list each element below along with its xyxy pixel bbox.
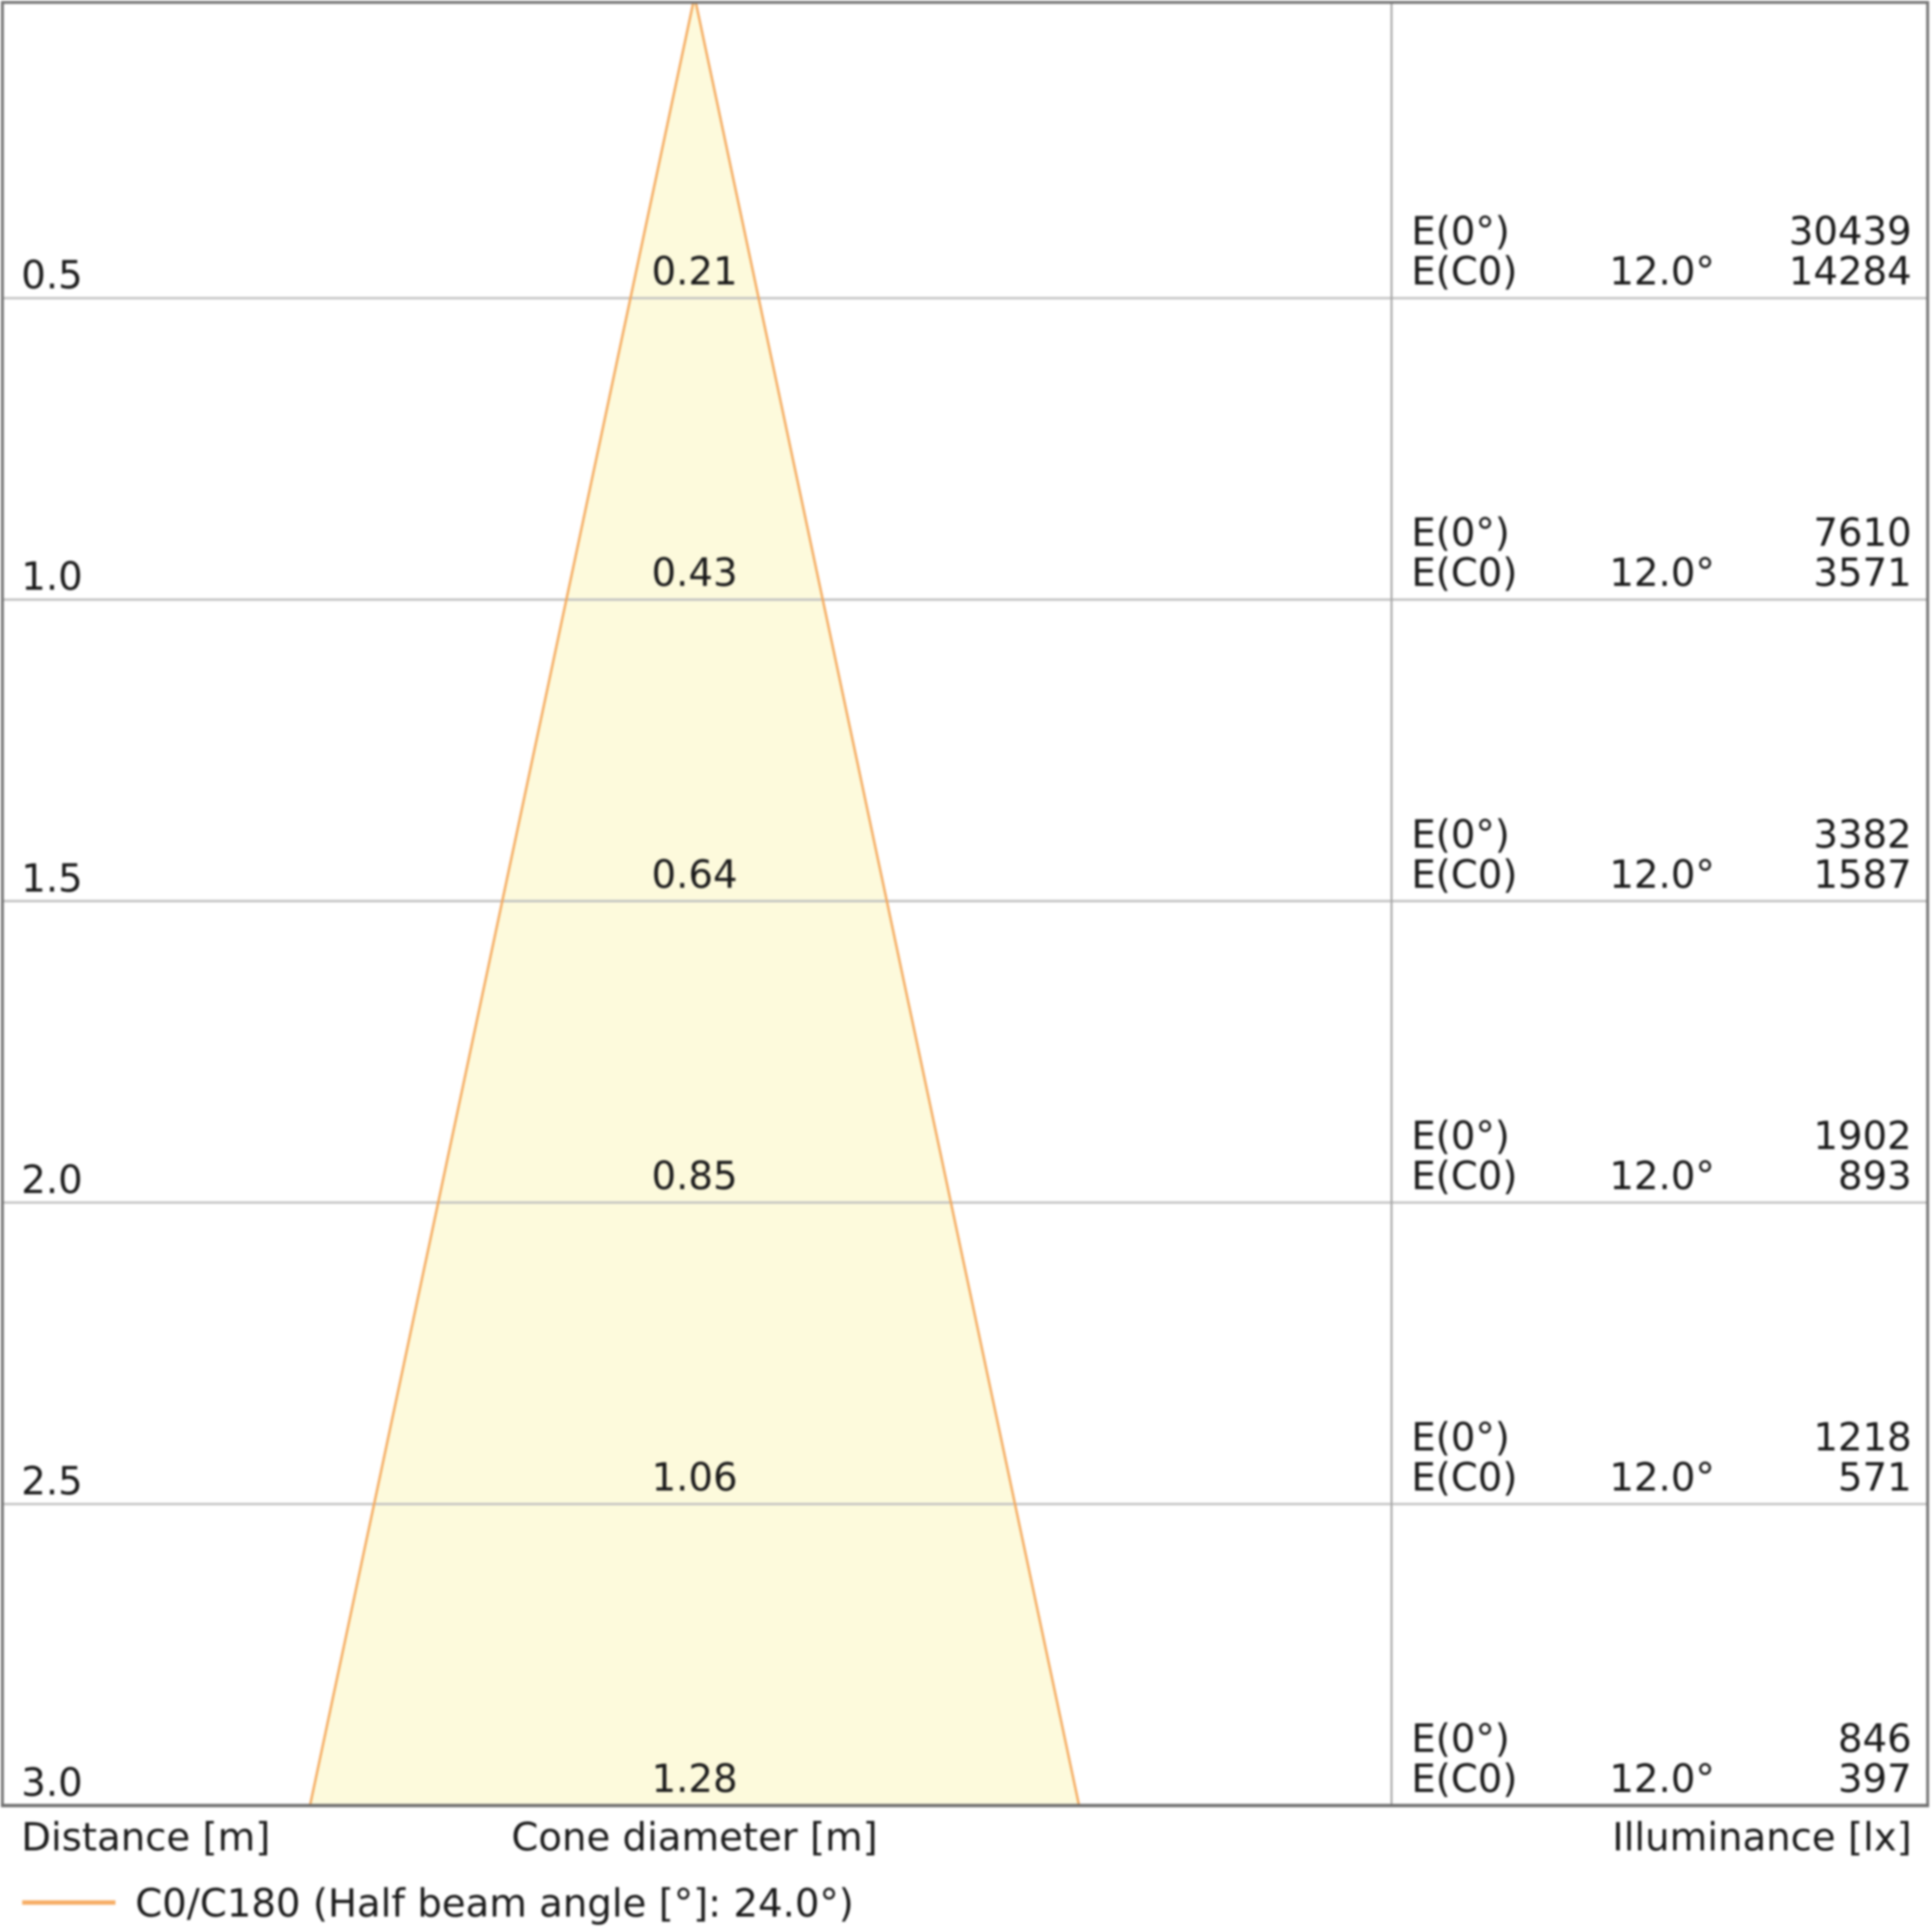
ec0-angle: 12.0° [1609,250,1715,295]
e0-value: 846 [1838,1718,1912,1762]
e0-value: 1902 [1813,1114,1912,1158]
ec0-value: 397 [1838,1757,1912,1802]
e0-label: E(0°) [1411,812,1510,857]
ec0-label: E(C0) [1411,1456,1518,1500]
e0-value: 3382 [1813,812,1912,857]
cone-diameter-label: 1.06 [651,1456,737,1500]
ec0-value: 571 [1838,1456,1912,1500]
cone-diameter-label: 0.43 [651,552,737,596]
gridlines [4,297,1926,1506]
row-2.5m: 2.5 1.06 E(0°) 1218 E(C0) 12.0° 571 [21,1416,1912,1505]
e0-label: E(0°) [1411,1718,1510,1762]
distance-label: 3.0 [21,1761,83,1805]
e0-value: 1218 [1813,1416,1912,1461]
distance-label: 1.5 [21,857,83,901]
e0-label: E(0°) [1411,1114,1510,1158]
cone-diameter-label: 0.21 [651,250,737,295]
distance-label: 0.5 [21,254,83,298]
legend-label: C0/C180 (Half beam angle [°]: 24.0°) [135,1882,854,1926]
e0-label: E(0°) [1411,210,1510,254]
cone-diameter-label: 0.85 [651,1154,737,1199]
e0-label: E(0°) [1411,511,1510,555]
illuminance-axis-title: Illuminance [lx] [1612,1816,1912,1861]
distance-label: 2.5 [21,1460,83,1504]
row-3.0m: 3.0 1.28 E(0°) 846 E(C0) 12.0° 397 [21,1718,1912,1806]
row-0.5m: 0.5 0.21 E(0°) 30439 E(C0) 12.0° 14284 [21,210,1912,298]
ec0-angle: 12.0° [1609,552,1715,596]
ec0-value: 3571 [1813,552,1912,596]
ec0-value: 1587 [1813,853,1912,897]
ec0-angle: 12.0° [1609,1757,1715,1802]
e0-label: E(0°) [1411,1416,1510,1461]
ec0-value: 893 [1838,1154,1912,1199]
cone-edge-left [308,2,695,1806]
light-cone-fill [309,2,1080,1806]
ec0-label: E(C0) [1411,1154,1518,1199]
e0-value: 30439 [1789,210,1912,254]
cone-diameter-label: 0.64 [651,853,737,897]
row-1.0m: 1.0 0.43 E(0°) 7610 E(C0) 12.0° 3571 [21,511,1912,600]
cone-edge-right [695,2,1081,1806]
ec0-angle: 12.0° [1609,1154,1715,1199]
ec0-label: E(C0) [1411,853,1518,897]
distance-label: 2.0 [21,1158,83,1203]
row-1.5m: 1.5 0.64 E(0°) 3382 E(C0) 12.0° 1587 [21,812,1912,901]
axis-titles: Distance [m] Cone diameter [m] Illuminan… [21,1816,1912,1861]
distance-axis-title: Distance [m] [21,1816,270,1861]
ec0-label: E(C0) [1411,552,1518,596]
ec0-label: E(C0) [1411,250,1518,295]
distance-label: 1.0 [21,555,83,600]
cone-diameter-label: 1.28 [651,1757,737,1802]
ec0-angle: 12.0° [1609,1456,1715,1500]
legend: C0/C180 (Half beam angle [°]: 24.0°) [22,1882,854,1926]
cone-diameter-axis-title: Cone diameter [m] [511,1816,877,1861]
row-2.0m: 2.0 0.85 E(0°) 1902 E(C0) 12.0° 893 [21,1114,1912,1203]
ec0-value: 14284 [1789,250,1912,295]
e0-value: 7610 [1813,511,1912,555]
ec0-angle: 12.0° [1609,853,1715,897]
ec0-label: E(C0) [1411,1757,1518,1802]
